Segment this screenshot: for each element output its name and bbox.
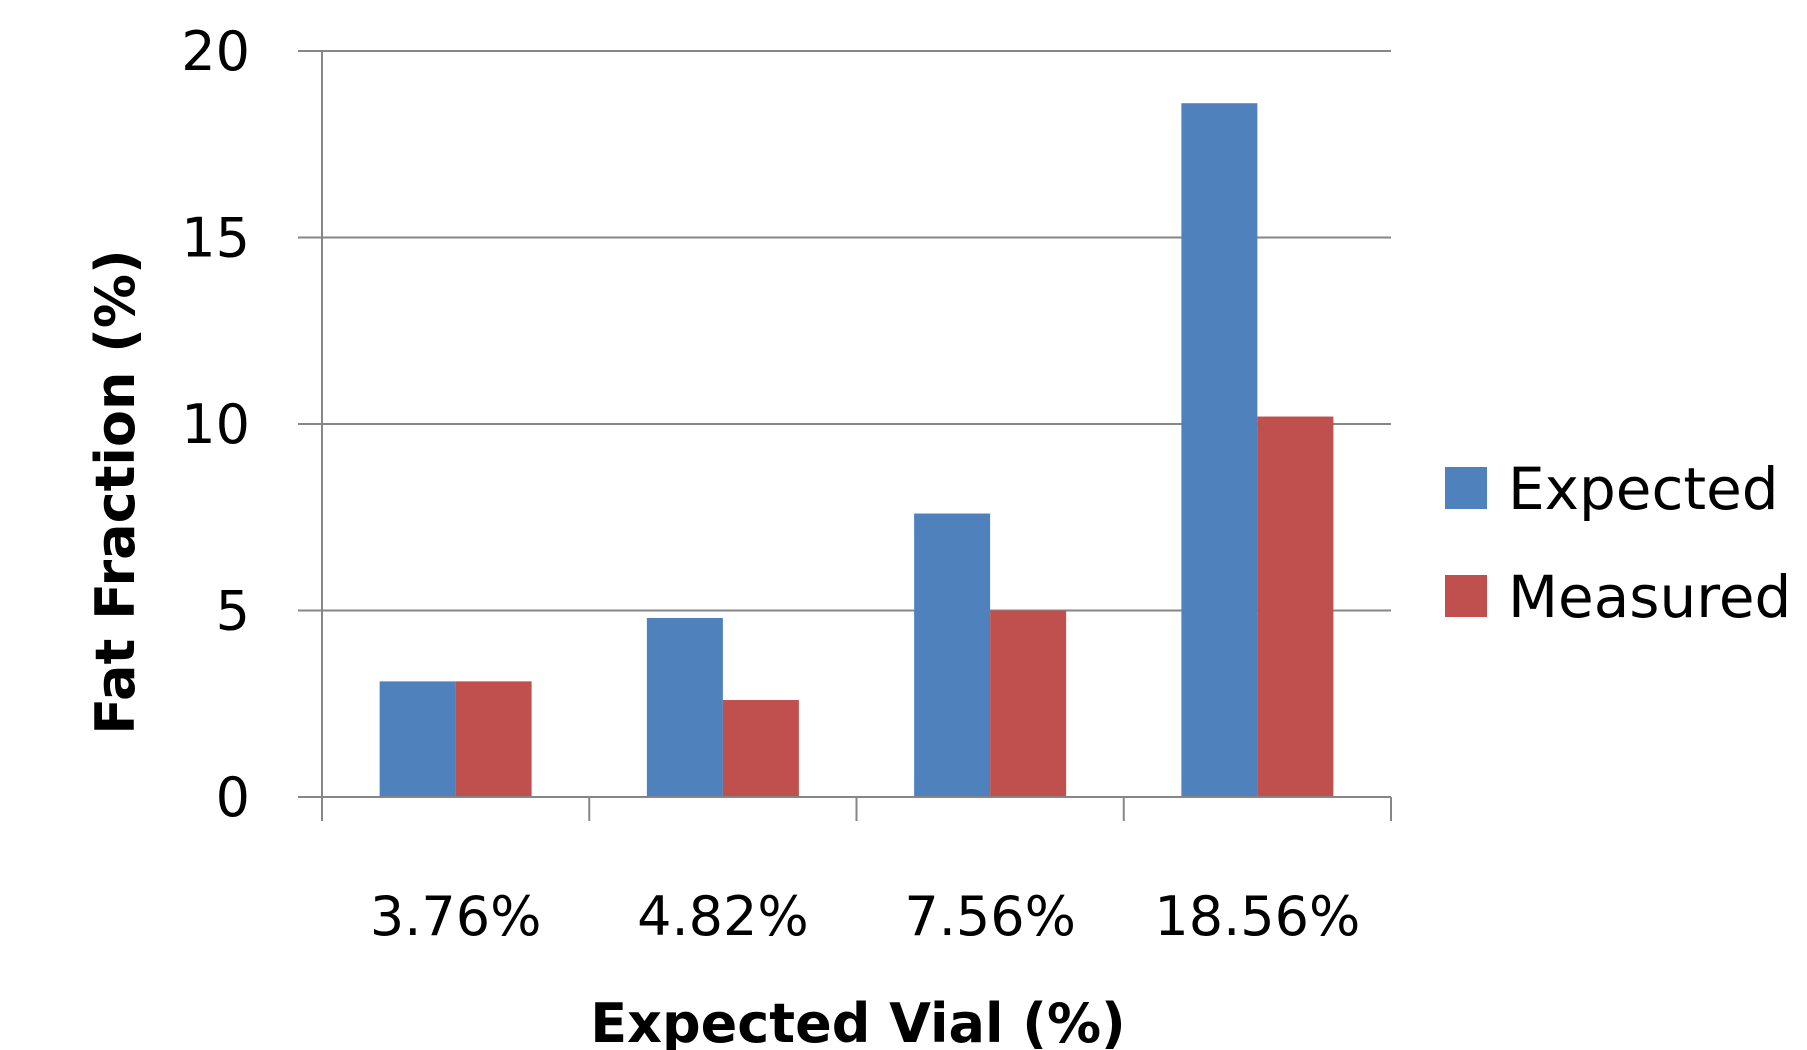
- y-tick-label: 20: [181, 20, 250, 83]
- legend-swatch-measured: [1445, 575, 1487, 617]
- y-tick-label: 5: [216, 580, 250, 643]
- bar-measured: [455, 681, 532, 797]
- bar-expected: [379, 681, 456, 797]
- legend-swatch-expected: [1445, 467, 1487, 509]
- bar-expected: [646, 617, 723, 797]
- x-tick-label: 3.76%: [370, 885, 542, 948]
- bar-measured: [722, 700, 799, 797]
- legend: Expected Measured: [1445, 455, 1791, 631]
- bars: [379, 103, 1334, 798]
- x-tick-label: 7.56%: [904, 885, 1076, 948]
- legend-label-measured: Measured: [1508, 563, 1791, 631]
- axes: [321, 51, 1392, 821]
- y-tick-label: 10: [181, 393, 250, 456]
- x-axis-tick-labels: 3.76% 4.82% 7.56% 18.56%: [370, 885, 1360, 948]
- y-axis-title: Fat Fraction (%): [84, 249, 147, 734]
- y-tick-label: 0: [216, 766, 250, 829]
- legend-label-expected: Expected: [1508, 455, 1779, 523]
- y-axis-tick-labels: 0 5 10 15 20: [181, 20, 250, 829]
- bar-expected: [1181, 103, 1258, 798]
- x-axis-title: Expected Vial (%): [590, 992, 1125, 1050]
- bar-expected: [914, 513, 991, 797]
- x-tick-label: 4.82%: [637, 885, 809, 948]
- bar-measured: [1257, 416, 1334, 797]
- x-tick-label: 18.56%: [1154, 885, 1360, 948]
- bar-measured: [990, 610, 1067, 797]
- y-tick-label: 15: [181, 207, 250, 270]
